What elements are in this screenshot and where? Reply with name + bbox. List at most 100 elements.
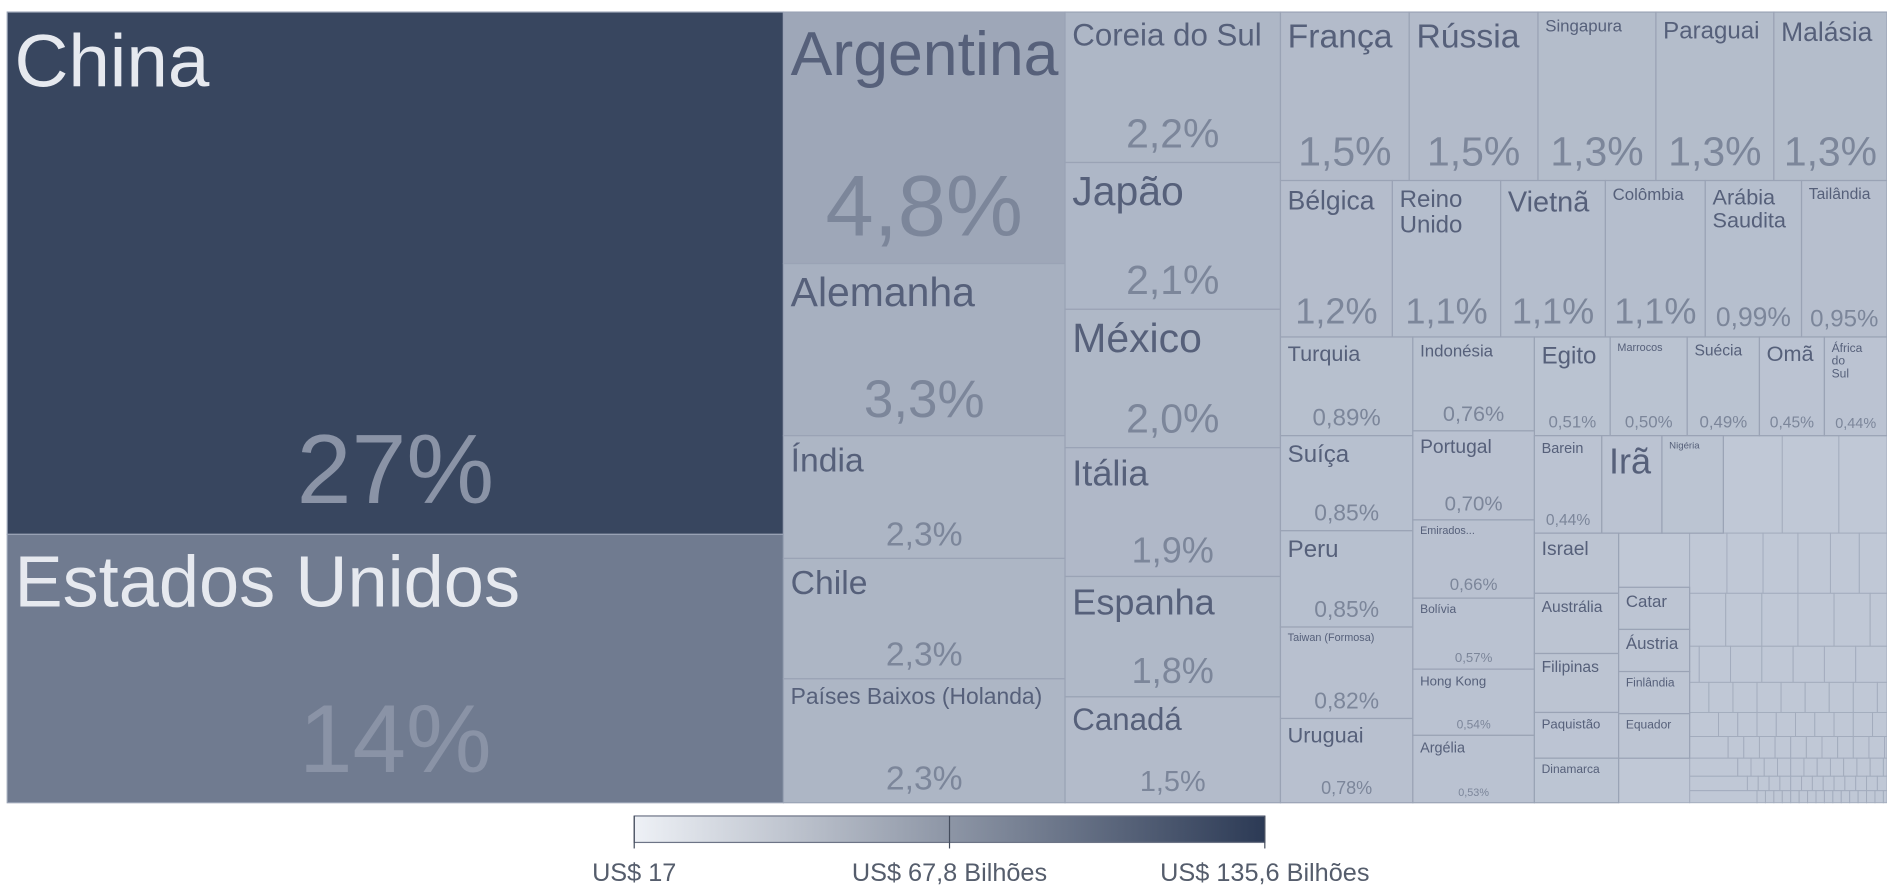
value-label: 1,5% <box>1298 128 1391 174</box>
minor-cell <box>1757 775 1770 792</box>
treemap-cell <box>782 11 1066 265</box>
minor-cell <box>1790 775 1803 792</box>
minor-cell <box>1758 736 1776 759</box>
value-label: 0,49% <box>1699 412 1747 431</box>
minor-cell <box>1828 681 1854 713</box>
minor-cell <box>1743 736 1760 759</box>
minor-cell <box>1781 790 1792 804</box>
cell-label: Vietnã <box>1508 187 1590 219</box>
treemap-cell <box>6 11 785 535</box>
value-label: 4,8% <box>826 159 1023 255</box>
treemap-cell <box>1604 179 1706 338</box>
value-label: 1,9% <box>1132 530 1214 571</box>
value-label: 0,99% <box>1716 302 1791 332</box>
treemap-cell <box>1064 447 1282 578</box>
minor-cell <box>1781 435 1840 534</box>
cell-label: Itália <box>1072 453 1149 494</box>
treemap-cell <box>1533 757 1620 804</box>
label-line: África <box>1832 340 1863 355</box>
minor-cell <box>1689 711 1719 738</box>
value-label: 0,54% <box>1457 717 1491 731</box>
minor-cell <box>1844 775 1857 792</box>
minor-cell <box>1823 645 1857 683</box>
minor-cell <box>1730 645 1763 683</box>
treemap-cell <box>1279 179 1393 338</box>
treemap-cell <box>1686 336 1761 437</box>
minor-cell <box>1773 790 1783 804</box>
minor-cell <box>1790 757 1805 777</box>
minor-cell <box>1855 645 1887 683</box>
treemap-cell <box>1064 696 1282 804</box>
minor-cell <box>1798 790 1809 804</box>
cell-label: China <box>14 19 209 103</box>
minor-cell <box>1708 681 1734 713</box>
treemap-cell <box>1533 652 1620 714</box>
minor-cell <box>1761 592 1799 647</box>
treemap-cell <box>1618 713 1691 759</box>
treemap-cell <box>6 533 785 804</box>
minor-cell <box>1855 775 1868 792</box>
minor-cell <box>1833 711 1854 738</box>
cell-label: Japão <box>1072 168 1183 214</box>
minor-cell <box>1829 532 1860 594</box>
value-label: 0,44% <box>1546 512 1590 529</box>
minor-cell <box>1746 775 1759 792</box>
minor-cell <box>1725 592 1763 647</box>
value-label: 0,66% <box>1450 575 1498 594</box>
minor-cell <box>1792 645 1825 683</box>
minor-cell <box>1775 711 1797 738</box>
value-label: 3,3% <box>864 370 985 429</box>
minor-cell <box>1780 681 1806 713</box>
minor-cell <box>1761 645 1794 683</box>
minor-cell <box>1833 775 1846 792</box>
minor-cell <box>1797 592 1835 647</box>
minor-cell <box>1768 775 1781 792</box>
treemap-cell <box>1533 336 1611 437</box>
value-label: 0,85% <box>1314 500 1379 526</box>
cell-label: Índia <box>791 442 864 479</box>
value-label: 0,57% <box>1455 650 1493 665</box>
minor-cell <box>1843 757 1858 777</box>
label-line: Reino <box>1400 186 1463 213</box>
cell-label: Omã <box>1767 341 1815 366</box>
minor-cell <box>1852 711 1874 738</box>
cell-label: França <box>1288 19 1393 56</box>
treemap-cell <box>782 678 1066 804</box>
value-label: 0,53% <box>1458 787 1489 799</box>
minor-cell <box>1779 775 1792 792</box>
treemap-cell <box>1537 11 1657 182</box>
treemap-cell <box>1704 179 1803 338</box>
minor-cell <box>1857 790 1868 804</box>
cell-label: Portugal <box>1420 437 1492 458</box>
minor-cell <box>1805 736 1823 759</box>
value-label: 14% <box>299 686 492 793</box>
minor-cell <box>1797 532 1831 594</box>
treemap: China 27% Estados Unidos 14% Argentina 4,8% Al… <box>6 11 1887 804</box>
minor-cell <box>1829 757 1845 777</box>
cell-label: Finlândia <box>1626 676 1675 690</box>
value-label: 2,3% <box>886 637 963 674</box>
minor-cell <box>1756 711 1777 738</box>
minor-cell <box>1777 757 1792 777</box>
cell-label: África do Sul <box>1832 340 1863 380</box>
cell-label: Suécia <box>1694 342 1742 359</box>
minor-cell <box>1756 790 1766 804</box>
minor-cell <box>1832 790 1842 804</box>
minor-cell <box>1737 711 1758 738</box>
value-label: 1,3% <box>1784 128 1877 174</box>
cell-label: Turquia <box>1288 341 1362 366</box>
value-label: 0,51% <box>1548 412 1596 431</box>
cell-label: Países Baixos (Holanda) <box>791 683 1043 709</box>
minor-cell <box>1852 681 1878 713</box>
cell-label: Paquistão <box>1542 717 1601 732</box>
cell-label: Austrália <box>1542 599 1603 616</box>
label-line: Saudita <box>1713 207 1787 232</box>
minor-cell <box>1882 790 1887 804</box>
minor-cell <box>1811 775 1824 792</box>
treemap-cell <box>1609 336 1688 437</box>
cell-label: Espanha <box>1072 581 1215 622</box>
cell-label: Filipinas <box>1542 659 1599 676</box>
minor-cells <box>1618 435 1887 804</box>
minor-cell <box>1689 790 1758 804</box>
